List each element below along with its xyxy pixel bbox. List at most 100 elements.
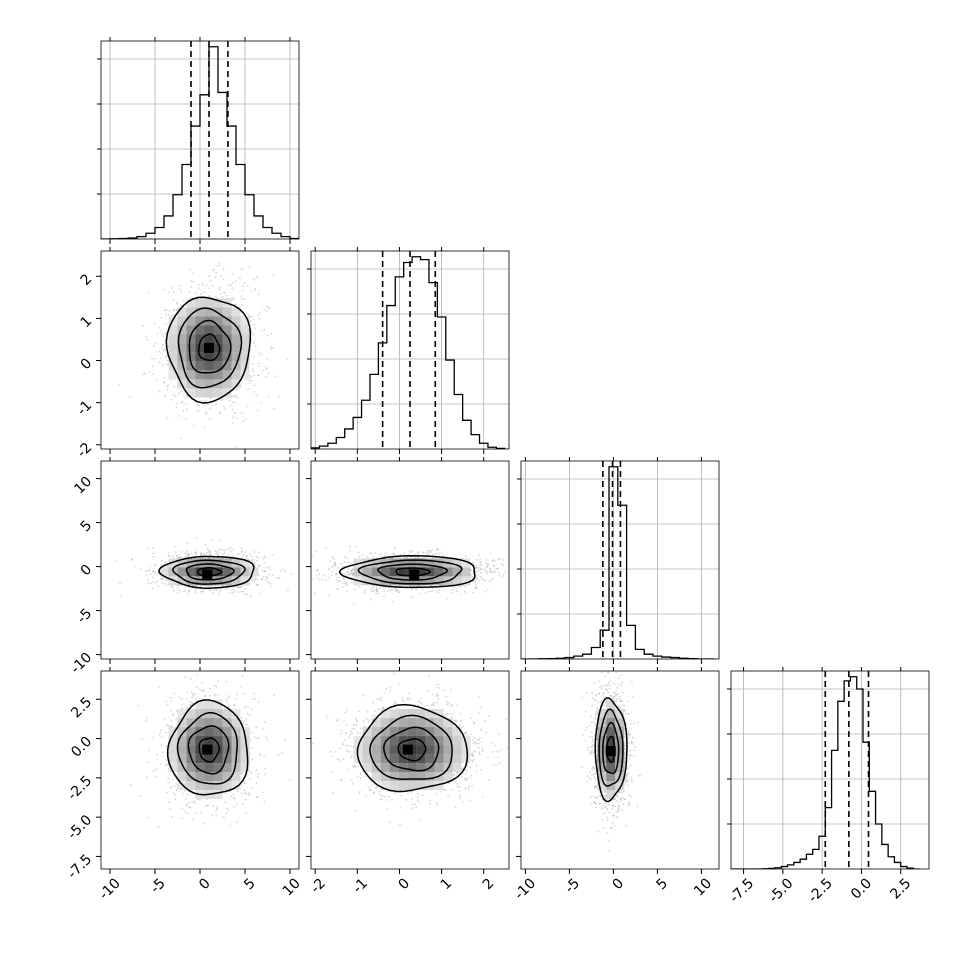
scatter-point <box>119 582 121 585</box>
scatter-point <box>230 589 232 592</box>
scatter-point <box>157 685 160 688</box>
scatter-point <box>147 292 150 294</box>
scatter-point <box>142 373 145 376</box>
scatter-point <box>373 589 375 591</box>
scatter-point <box>246 405 249 408</box>
scatter-point <box>287 589 289 592</box>
scatter-point <box>374 552 376 554</box>
scatter-point <box>225 699 228 702</box>
scatter-point <box>489 570 492 573</box>
density-cell <box>177 567 187 577</box>
scatter-point <box>241 297 243 300</box>
scatter-point <box>167 554 170 557</box>
scatter-point <box>176 556 179 559</box>
scatter-point <box>212 592 214 595</box>
scatter-point <box>191 702 194 705</box>
density-cell <box>231 576 241 586</box>
scatter-point <box>163 381 166 384</box>
scatter-point <box>260 329 263 332</box>
scatter-point <box>189 268 191 271</box>
scatter-point <box>188 589 190 591</box>
scatter-point <box>164 561 167 563</box>
density-cell <box>186 325 196 335</box>
scatter-point <box>162 582 164 584</box>
density-cell <box>213 343 223 353</box>
scatter-point <box>485 571 488 573</box>
scatter-point <box>160 357 162 360</box>
scatter-point <box>473 580 475 582</box>
scatter-point <box>274 375 276 377</box>
scatter-point <box>185 408 188 410</box>
scatter-point <box>370 588 373 591</box>
scatter-point <box>211 814 214 817</box>
scatter-point <box>386 589 389 592</box>
density-cell <box>177 343 187 353</box>
scatter-point <box>201 681 204 684</box>
scatter-point <box>424 592 427 594</box>
scatter-point <box>165 331 167 334</box>
scatter-point <box>227 706 230 708</box>
scatter-point <box>497 571 500 574</box>
scatter-point <box>128 396 131 398</box>
density-cell <box>168 334 178 344</box>
scatter-point <box>337 580 340 583</box>
scatter-point <box>296 575 298 577</box>
scatter-point <box>240 551 243 553</box>
scatter-point <box>266 334 269 337</box>
scatter-point <box>384 552 387 555</box>
scatter-point <box>315 550 318 553</box>
scatter-point <box>164 764 167 766</box>
scatter-point <box>263 328 265 331</box>
scatter-point <box>156 333 159 335</box>
scatter-point <box>312 578 315 580</box>
scatter-point <box>399 553 402 555</box>
scatter-point <box>221 398 224 400</box>
scatter-point <box>209 417 211 420</box>
density-cell <box>231 316 241 326</box>
scatter-point <box>410 556 413 558</box>
scatter-point <box>475 586 477 589</box>
density-cell <box>240 558 250 568</box>
scatter-point <box>167 384 170 387</box>
scatter-point <box>157 585 160 587</box>
density-cell <box>204 298 214 308</box>
scatter-point <box>224 408 227 410</box>
scatter-point <box>200 553 203 555</box>
scatter-point <box>364 591 366 594</box>
scatter-point <box>256 394 259 396</box>
scatter-point <box>427 552 430 554</box>
scatter-point <box>259 592 262 595</box>
scatter-point <box>181 707 184 710</box>
scatter-point <box>480 561 482 564</box>
scatter-point <box>133 565 136 568</box>
scatter-point <box>247 388 250 391</box>
scatter-point <box>222 268 225 271</box>
scatter-point <box>168 801 171 804</box>
density-cell <box>168 370 178 380</box>
scatter-point <box>120 595 123 598</box>
scatter-point <box>375 589 378 591</box>
scatter-point <box>172 299 175 301</box>
scatter-point <box>192 272 195 275</box>
scatter-point <box>486 563 489 566</box>
scatter-point <box>502 559 505 561</box>
scatter-point <box>261 578 264 581</box>
scatter-point <box>218 288 221 291</box>
scatter-point <box>484 579 487 582</box>
scatter-point <box>161 347 164 350</box>
scatter-point <box>338 579 341 582</box>
scatter-point <box>226 548 229 551</box>
density-cell <box>168 352 178 362</box>
scatter-point <box>268 306 271 309</box>
scatter-point <box>255 726 258 729</box>
scatter-point <box>481 568 484 570</box>
scatter-point <box>210 539 213 541</box>
scatter-point <box>187 552 190 555</box>
scatter-point <box>184 589 186 592</box>
scatter-point <box>160 729 163 732</box>
scatter-point <box>397 588 399 591</box>
scatter-point <box>221 296 224 298</box>
scatter-point <box>238 586 240 589</box>
scatter-point <box>371 586 374 589</box>
scatter-point <box>338 576 340 579</box>
